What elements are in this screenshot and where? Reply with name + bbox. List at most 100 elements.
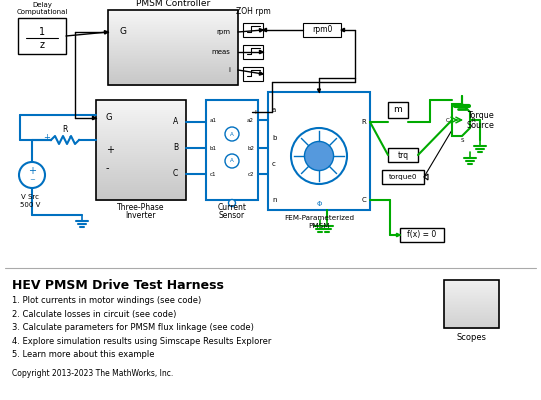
Text: R: R <box>62 126 68 134</box>
Bar <box>108 47 238 48</box>
Bar <box>108 17 238 18</box>
Bar <box>96 158 186 160</box>
Bar <box>108 31 238 32</box>
Polygon shape <box>259 72 263 75</box>
Text: HEV PMSM Drive Test Harness: HEV PMSM Drive Test Harness <box>12 279 224 292</box>
Polygon shape <box>104 30 108 34</box>
Text: z: z <box>39 40 44 50</box>
Polygon shape <box>263 28 267 32</box>
Text: Copyright 2013-2023 The MathWorks, Inc.: Copyright 2013-2023 The MathWorks, Inc. <box>12 370 173 378</box>
Bar <box>108 24 238 26</box>
Bar <box>444 315 499 316</box>
Bar <box>96 132 186 134</box>
Text: FEM-Parameterized: FEM-Parameterized <box>284 215 354 221</box>
Bar <box>206 100 258 200</box>
Bar <box>96 115 186 116</box>
Bar <box>382 170 424 184</box>
Bar <box>444 314 499 316</box>
Bar <box>96 157 186 158</box>
Bar <box>444 324 499 326</box>
Bar <box>268 92 370 210</box>
Bar <box>96 130 186 132</box>
Bar <box>96 177 186 178</box>
Bar <box>444 287 499 288</box>
Bar <box>444 289 499 290</box>
Bar <box>108 27 238 28</box>
Bar <box>108 19 238 20</box>
Bar <box>96 167 186 168</box>
Text: 3. Calculate parameters for PMSM flux linkage (see code): 3. Calculate parameters for PMSM flux li… <box>12 323 254 332</box>
Bar <box>444 323 499 324</box>
Bar <box>96 112 186 114</box>
Bar <box>108 81 238 82</box>
Bar <box>108 30 238 32</box>
Text: 1: 1 <box>39 27 45 37</box>
Bar <box>108 74 238 76</box>
Bar <box>96 105 186 106</box>
Bar <box>444 322 499 324</box>
Text: Current: Current <box>217 204 247 212</box>
Bar <box>108 10 238 12</box>
Bar <box>96 147 186 148</box>
Text: R: R <box>361 119 366 125</box>
Bar <box>108 37 238 38</box>
Bar <box>96 106 186 108</box>
Bar <box>108 60 238 62</box>
Text: rpm0: rpm0 <box>312 26 332 34</box>
Bar <box>96 135 186 136</box>
Bar <box>96 161 186 162</box>
Bar <box>108 39 238 40</box>
Bar <box>108 23 238 24</box>
Bar <box>303 23 341 37</box>
Text: a1: a1 <box>210 118 217 122</box>
Bar <box>108 13 238 14</box>
Bar <box>96 113 186 114</box>
Bar <box>96 133 186 134</box>
Text: 4. Explore simulation results using Simscape Results Explorer: 4. Explore simulation results using Sims… <box>12 336 272 346</box>
Bar <box>444 284 499 286</box>
Bar <box>108 44 238 46</box>
Bar <box>96 153 186 154</box>
Bar <box>444 295 499 296</box>
Bar <box>108 57 238 58</box>
Bar <box>108 36 238 38</box>
Bar <box>444 319 499 320</box>
Bar <box>444 317 499 318</box>
Text: trq: trq <box>398 150 408 160</box>
Bar <box>96 137 186 138</box>
Circle shape <box>19 162 45 188</box>
Text: f(x) = 0: f(x) = 0 <box>407 230 437 240</box>
Text: -: - <box>69 132 71 142</box>
Bar <box>108 77 238 78</box>
Polygon shape <box>93 116 96 120</box>
Bar <box>444 280 499 282</box>
Bar <box>108 49 238 50</box>
Bar <box>96 131 186 132</box>
Bar <box>108 15 238 16</box>
Bar <box>96 162 186 164</box>
Bar <box>96 163 186 164</box>
Bar <box>108 50 238 52</box>
Bar <box>108 75 238 76</box>
Bar <box>96 165 186 166</box>
Bar <box>444 304 499 306</box>
Bar <box>444 305 499 306</box>
Bar <box>108 66 238 68</box>
Bar <box>388 148 418 162</box>
Bar <box>96 181 186 182</box>
Bar <box>108 83 238 84</box>
Text: +: + <box>44 132 50 142</box>
Circle shape <box>225 127 239 141</box>
Bar <box>444 285 499 286</box>
Bar <box>108 68 238 70</box>
Bar <box>108 65 238 66</box>
Text: 1. Plot currents in motor windings (see code): 1. Plot currents in motor windings (see … <box>12 296 201 305</box>
Circle shape <box>225 154 239 168</box>
Bar <box>108 29 238 30</box>
Text: a2: a2 <box>247 118 254 122</box>
Bar <box>96 169 186 170</box>
Bar <box>96 120 186 122</box>
Bar <box>444 318 499 320</box>
Bar <box>108 71 238 72</box>
Text: PMSM Controller: PMSM Controller <box>136 0 210 8</box>
